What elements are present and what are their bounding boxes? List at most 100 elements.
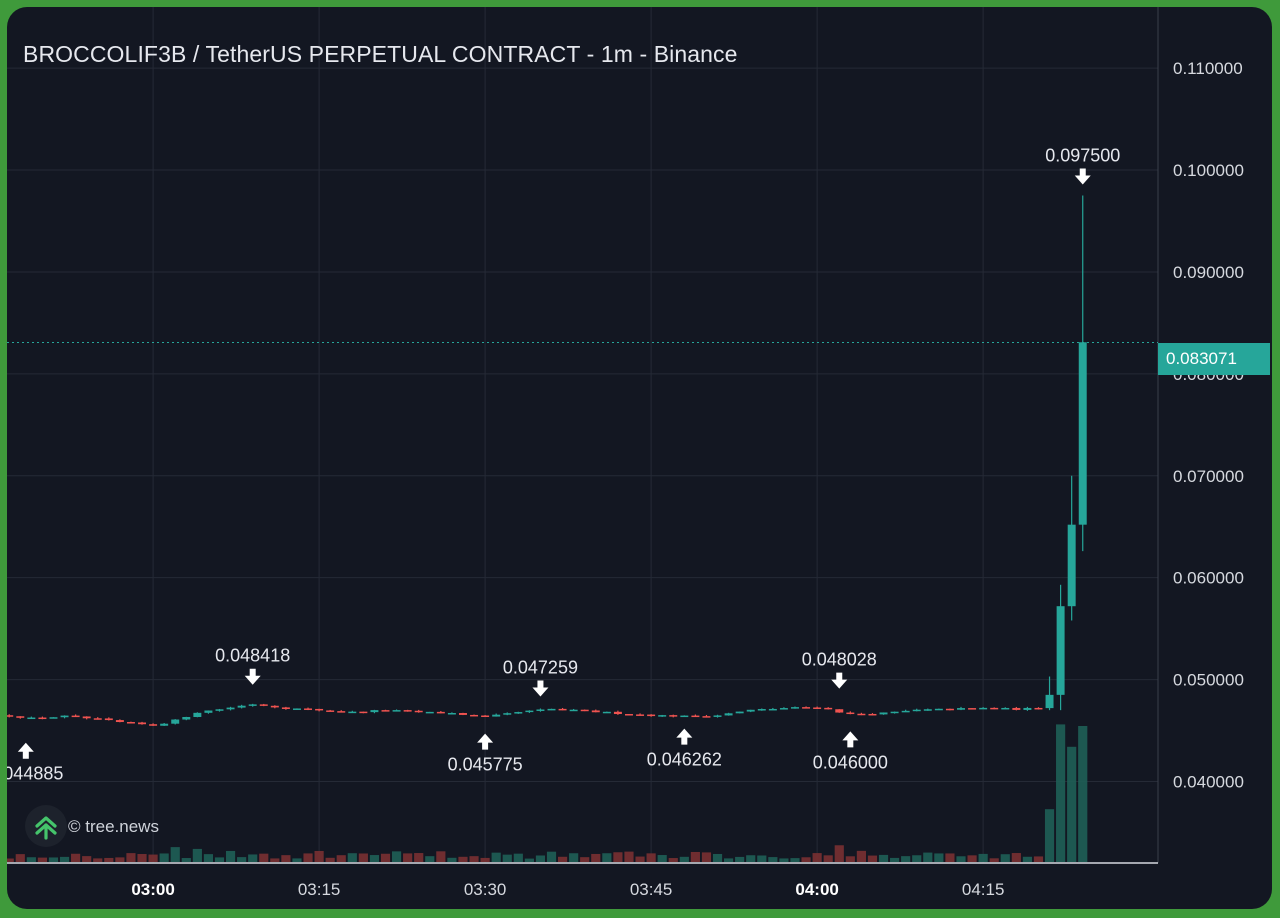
volume-bar [657,855,667,862]
up-arrow-icon [477,733,494,750]
candle-body [979,707,988,710]
volume-bar [912,855,922,862]
volume-bar [369,855,380,862]
x-axis-tick-label: 03:00 [131,880,174,899]
candles [7,195,1087,726]
volume-bar [602,853,612,862]
candle-body [680,715,689,718]
price-annotation-label: 0.048028 [802,650,877,670]
volume-bar [414,853,424,862]
volume-bar [1044,809,1055,862]
candle-body [746,709,755,712]
volume-bar [214,857,225,862]
volume-bar [890,857,900,862]
candle-body [182,716,191,720]
candle-body [636,714,645,716]
volume-bars [7,724,1088,862]
candle-body [923,709,932,711]
candle-body [414,710,423,713]
y-axis-tick-label: 0.050000 [1173,671,1244,690]
price-annotation-label: 0.097500 [1045,146,1120,166]
volume-bar [646,853,656,862]
volume-bar [580,857,590,862]
volume-bar [724,858,734,862]
up-arrow-icon [676,728,693,745]
volume-bar [26,857,36,862]
candle-body [503,713,512,715]
price-annotation-label: 0.047259 [503,658,578,678]
candle-body [215,709,224,711]
candle-body [1001,707,1010,710]
volume-bar [336,855,346,862]
candle-body [945,708,954,711]
candle-body [292,708,301,710]
candle-body [193,712,202,717]
y-axis-tick-label: 0.060000 [1173,569,1244,588]
x-axis-tick-label: 03:45 [630,880,673,899]
chart-frame: 0.1100000.1000000.0900000.0800000.070000… [7,7,1272,909]
candle-body [868,713,877,716]
down-arrow-icon [532,680,549,697]
volume-bar [867,855,878,862]
price-chart[interactable]: 0.1100000.1000000.0900000.0800000.070000… [7,7,1272,909]
volume-bar [403,853,413,862]
volume-bar [148,854,158,862]
candle-body [713,715,722,717]
candle-body [425,711,434,714]
candle-body [82,716,91,719]
volume-bar [768,857,778,862]
volume-bar [259,853,269,862]
volume-bar [546,851,557,862]
volume-bar [679,856,689,862]
volume-bar [358,853,368,862]
candle-body [326,710,335,712]
candle-body [1012,707,1021,710]
volume-bar [1022,856,1032,862]
volume-bar [591,853,601,862]
candle-body [259,704,268,706]
candle-body [93,718,102,720]
candle-body [757,709,766,711]
y-axis-tick-label: 0.100000 [1173,161,1244,180]
volume-bar [834,845,844,862]
volume-bar [812,853,822,862]
volume-bar [225,850,236,862]
candle-body [1045,694,1054,709]
candle-body [149,724,158,726]
candle-body [204,710,213,713]
volume-bar [535,855,546,862]
candle-body [160,723,169,726]
volume-bar [513,853,523,862]
volume-bar [668,858,678,862]
volume-bar [701,852,712,862]
volume-bar [790,858,800,862]
y-axis-tick-label: 0.090000 [1173,263,1244,282]
volume-bar [901,856,911,862]
candle-body [470,714,479,717]
volume-bar [458,856,468,862]
volume-bar [934,853,944,862]
x-axis-tick-label: 03:30 [464,880,507,899]
candle-body [724,713,733,716]
volume-bar [923,852,933,862]
candle-body [824,707,833,710]
volume-bar [712,853,723,862]
volume-bar [1078,726,1088,862]
candle-body [802,707,811,709]
candle-body [392,710,401,712]
volume-bar [1011,853,1021,862]
volume-bar [93,858,103,862]
candle-body [138,722,147,725]
candle-body [370,710,379,713]
candle-body [38,717,47,720]
volume-bar [170,847,180,862]
candle-body [580,709,589,712]
candle-body [104,718,113,721]
candle-body [403,710,412,712]
candle-body [669,715,678,717]
volume-bar [746,855,756,862]
candle-body [16,716,25,718]
candle-body [912,709,921,712]
candle-body [569,709,578,712]
candle-body [846,712,855,715]
